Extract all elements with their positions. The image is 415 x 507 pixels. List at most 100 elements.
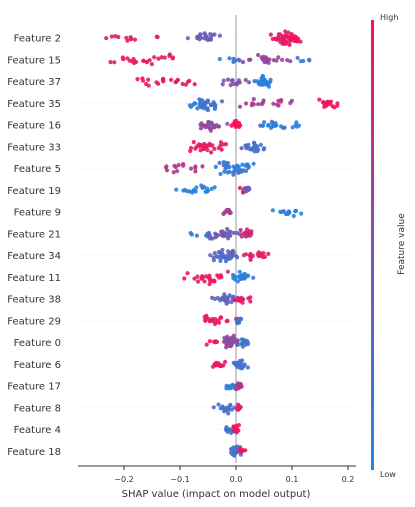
x-axis-ticks: −0.2 −0.1 0.0 0.1 0.2 [114, 466, 354, 484]
shap-point [240, 273, 245, 278]
shap-point [245, 273, 251, 278]
feature-label: Feature 0 [14, 338, 61, 349]
shap-point [215, 296, 220, 301]
feature-label: Feature 19 [7, 186, 61, 197]
shap-point [307, 58, 312, 63]
shap-point [211, 258, 216, 263]
shap-point [229, 299, 234, 305]
shap-point [283, 33, 288, 38]
shap-point [225, 429, 230, 434]
shap-point [176, 162, 181, 168]
shap-point [323, 103, 328, 108]
beeswarm-points [104, 29, 340, 458]
shap-point [193, 146, 198, 151]
shap-point [283, 211, 289, 217]
shap-point [234, 429, 239, 434]
shap-point [261, 76, 266, 81]
shap-point [224, 341, 230, 346]
shap-point [152, 55, 157, 60]
shap-point [204, 144, 209, 150]
shap-point [235, 338, 240, 343]
shap-point [226, 77, 231, 82]
shap-point [164, 164, 169, 169]
shap-point [271, 101, 276, 106]
feature-label: Feature 4 [14, 425, 61, 436]
shap-point [259, 102, 264, 107]
shap-point [287, 210, 292, 215]
shap-point [223, 142, 229, 147]
shap-point [236, 342, 241, 347]
shap-point [223, 160, 228, 165]
shap-point [210, 295, 215, 300]
shap-point [228, 233, 233, 238]
shap-point [200, 144, 206, 150]
shap-point [245, 162, 250, 167]
shap-point [231, 230, 236, 235]
shap-point [226, 411, 231, 416]
shap-point [247, 57, 252, 63]
feature-label: Feature 9 [14, 208, 61, 219]
shap-point [288, 59, 293, 64]
shap-point [214, 233, 219, 239]
shap-point [203, 100, 208, 105]
shap-point [216, 318, 221, 323]
shap-point [330, 104, 335, 109]
shap-point [219, 99, 225, 104]
shap-point [236, 386, 241, 391]
shap-point [279, 124, 284, 129]
shap-point [144, 81, 149, 87]
feature-label: Feature 2 [14, 34, 61, 45]
shap-point [236, 361, 241, 366]
shap-point [225, 121, 230, 126]
shap-point [269, 119, 274, 124]
shap-point [209, 150, 214, 155]
shap-point [124, 35, 129, 40]
shap-point [210, 236, 215, 241]
shap-point [246, 185, 251, 190]
shap-point [246, 165, 251, 170]
shap-point [193, 189, 198, 194]
shap-point [295, 55, 300, 61]
shap-point [205, 108, 211, 113]
shap-point [283, 29, 288, 34]
shap-point [205, 186, 210, 191]
shap-point [248, 299, 253, 304]
shap-point [172, 163, 177, 168]
shap-point [218, 258, 223, 263]
shap-point [216, 254, 221, 260]
shap-point [230, 253, 235, 258]
shap-point [288, 37, 293, 42]
shap-point [207, 281, 212, 287]
shap-point [212, 123, 217, 128]
shap-point [212, 185, 217, 190]
shap-point [224, 209, 230, 214]
shap-point [219, 315, 224, 320]
shap-point [170, 55, 175, 60]
shap-point [212, 361, 218, 366]
shap-point [113, 34, 118, 39]
feature-label: Feature 5 [14, 164, 61, 175]
shap-point [181, 188, 186, 193]
shap-point [197, 142, 202, 147]
shap-point [238, 299, 243, 304]
shap-point [335, 101, 340, 106]
shap-point [243, 77, 248, 83]
shap-point [294, 124, 299, 129]
feature-label: Feature 35 [7, 99, 61, 110]
shap-point [250, 253, 255, 258]
colorbar [371, 20, 374, 470]
shap-point [182, 276, 187, 281]
shap-point [211, 405, 216, 410]
shap-point [223, 298, 228, 303]
shap-point [233, 277, 238, 282]
shap-point [239, 449, 244, 454]
x-tick-label: 0.0 [230, 475, 243, 484]
shap-point [256, 52, 261, 58]
shap-point [221, 255, 226, 260]
shap-point [241, 168, 246, 173]
shap-point [202, 279, 207, 284]
shap-point [217, 160, 222, 166]
shap-point [235, 80, 241, 85]
shap-point [160, 78, 165, 83]
x-tick-label: 0.1 [286, 475, 299, 484]
